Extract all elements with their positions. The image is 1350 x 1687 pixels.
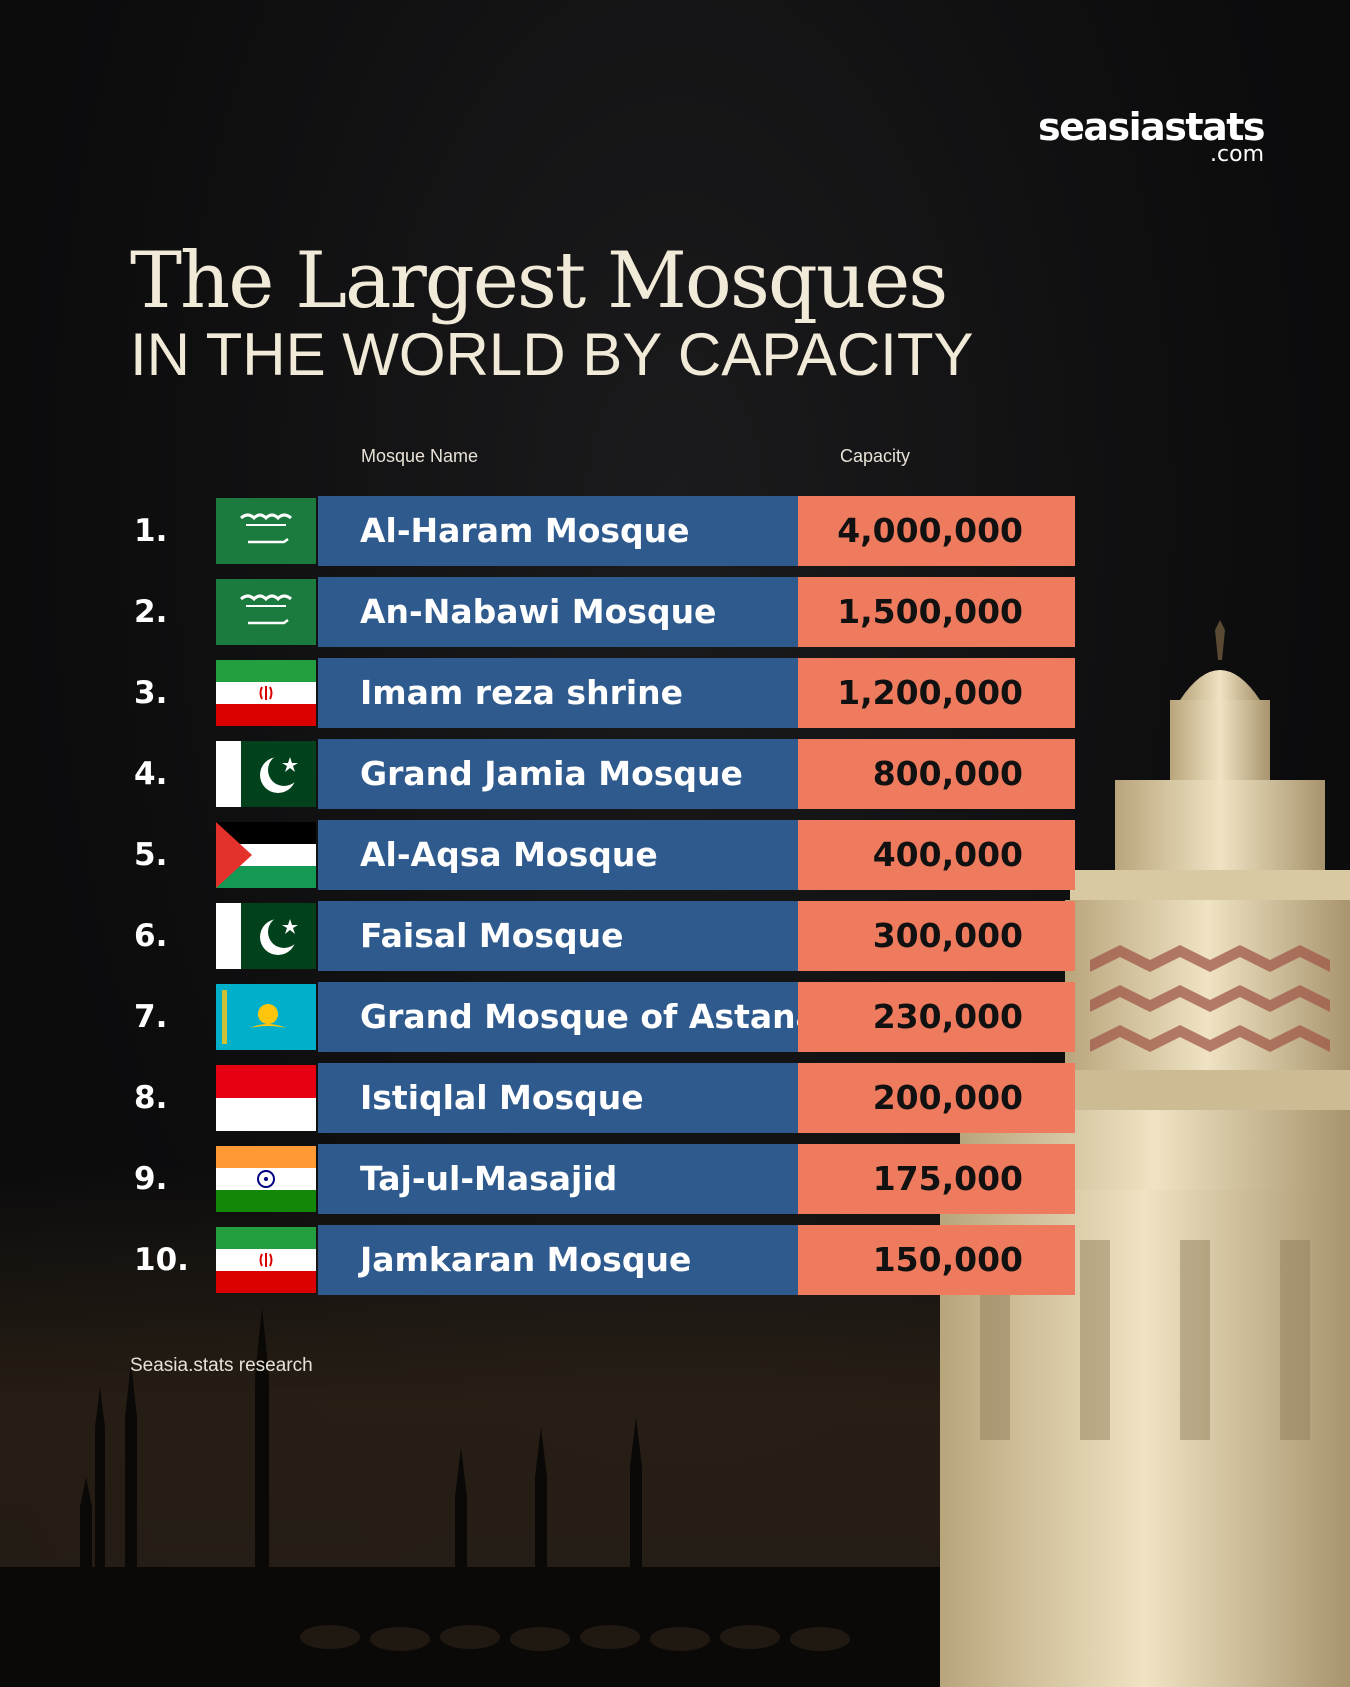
capacity-value: 4,000,000 <box>837 511 1023 550</box>
iran-flag-icon <box>216 1227 316 1293</box>
brand-name: seasiastats <box>1037 105 1266 149</box>
rank-label: 3. <box>134 675 168 711</box>
capacity-value: 300,000 <box>872 916 1023 955</box>
table-row: 5. Al-Aqsa Mosque 400,000 <box>130 820 1075 890</box>
capacity-cell: 150,000 <box>798 1225 1075 1295</box>
mosque-name-cell: Grand Jamia Mosque <box>318 739 798 809</box>
brand-logo: seasiastats .com <box>1037 105 1266 167</box>
table-row: 1. Al-Haram Mosque 4,000,000 <box>130 496 1075 566</box>
india-flag-icon <box>216 1146 316 1212</box>
mosque-name-cell: Al-Aqsa Mosque <box>318 820 798 890</box>
mosque-name: Grand Mosque of Astana <box>360 997 818 1036</box>
capacity-value: 230,000 <box>872 997 1023 1036</box>
mosque-name: Al-Haram Mosque <box>360 511 690 550</box>
capacity-cell: 1,500,000 <box>798 577 1075 647</box>
pakistan-flag-icon <box>216 903 316 969</box>
mosque-name-cell: Al-Haram Mosque <box>318 496 798 566</box>
pakistan-flag-icon <box>216 741 316 807</box>
rank-label: 10. <box>134 1242 189 1278</box>
capacity-cell: 4,000,000 <box>798 496 1075 566</box>
rank-label: 7. <box>134 999 168 1035</box>
mosque-name: Istiqlal Mosque <box>360 1078 644 1117</box>
rank-label: 9. <box>134 1161 168 1197</box>
table-row: 7. Grand Mosque of Astana 230,000 <box>130 982 1075 1052</box>
saudi-arabia-flag-icon <box>216 498 316 564</box>
kazakhstan-flag-icon <box>216 984 316 1050</box>
mosque-name-cell: Istiqlal Mosque <box>318 1063 798 1133</box>
chart-title: The Largest Mosques <box>130 236 948 326</box>
capacity-value: 1,200,000 <box>837 673 1023 712</box>
table-row: 10. Jamkaran Mosque 150,000 <box>130 1225 1075 1295</box>
rank-label: 8. <box>134 1080 168 1116</box>
column-header-name: Mosque Name <box>361 446 479 466</box>
mosque-name: Faisal Mosque <box>360 916 624 955</box>
mosque-name: Al-Aqsa Mosque <box>360 835 658 874</box>
table-row: 4. Grand Jamia Mosque 800,000 <box>130 739 1075 809</box>
rank-label: 5. <box>134 837 168 873</box>
mosque-name-cell: Faisal Mosque <box>318 901 798 971</box>
brand-suffix: .com <box>1210 142 1264 167</box>
mosque-name-cell: Taj-ul-Masajid <box>318 1144 798 1214</box>
city-skyline-illustration <box>0 1307 1000 1687</box>
mosque-name: An-Nabawi Mosque <box>360 592 717 631</box>
capacity-value: 175,000 <box>872 1159 1023 1198</box>
table-row: 3. Imam reza shrine 1,200,000 <box>130 658 1075 728</box>
table-row: 8. Istiqlal Mosque 200,000 <box>130 1063 1075 1133</box>
source-note: Seasia.stats research <box>130 1355 313 1376</box>
mosque-name: Taj-ul-Masajid <box>360 1159 618 1198</box>
capacity-value: 1,500,000 <box>837 592 1023 631</box>
capacity-cell: 300,000 <box>798 901 1075 971</box>
rank-label: 4. <box>134 756 168 792</box>
capacity-value: 800,000 <box>872 754 1023 793</box>
rank-label: 2. <box>134 594 168 630</box>
indonesia-flag-icon <box>216 1065 316 1131</box>
capacity-cell: 1,200,000 <box>798 658 1075 728</box>
table-row: 2. An-Nabawi Mosque 1,500,000 <box>130 577 1075 647</box>
palestine-flag-icon <box>216 822 316 888</box>
capacity-value: 200,000 <box>872 1078 1023 1117</box>
mosque-name-cell: Imam reza shrine <box>318 658 798 728</box>
capacity-cell: 400,000 <box>798 820 1075 890</box>
table-row: 6. Faisal Mosque 300,000 <box>130 901 1075 971</box>
mosque-name: Grand Jamia Mosque <box>360 754 743 793</box>
capacity-cell: 200,000 <box>798 1063 1075 1133</box>
mosque-name-cell: Jamkaran Mosque <box>318 1225 798 1295</box>
mosque-name: Imam reza shrine <box>360 673 684 712</box>
rank-label: 1. <box>134 513 168 549</box>
capacity-value: 400,000 <box>872 835 1023 874</box>
rank-label: 6. <box>134 918 168 954</box>
iran-flag-icon <box>216 660 316 726</box>
table-row: 9. Taj-ul-Masajid 175,000 <box>130 1144 1075 1214</box>
column-header-capacity: Capacity <box>840 446 911 466</box>
chart-subtitle: IN THE WORLD BY CAPACITY <box>130 321 974 388</box>
mosque-name: Jamkaran Mosque <box>360 1240 692 1279</box>
mosque-name-cell: An-Nabawi Mosque <box>318 577 798 647</box>
capacity-cell: 230,000 <box>798 982 1075 1052</box>
saudi-arabia-flag-icon <box>216 579 316 645</box>
capacity-cell: 175,000 <box>798 1144 1075 1214</box>
capacity-cell: 800,000 <box>798 739 1075 809</box>
capacity-value: 150,000 <box>872 1240 1023 1279</box>
mosque-name-cell: Grand Mosque of Astana <box>318 982 818 1052</box>
